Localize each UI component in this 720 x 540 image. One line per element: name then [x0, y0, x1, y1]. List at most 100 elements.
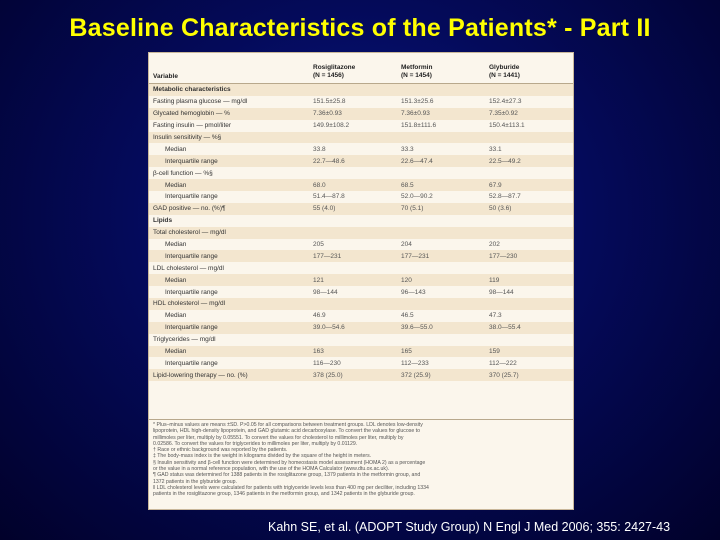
table-row: Interquartile range 116—230 112—233 112—222: [149, 357, 573, 369]
table-row: Interquartile range 22.7—48.6 22.6—47.4 22.…: [149, 155, 573, 168]
cell-glyburide: 7.35±0.92: [489, 110, 518, 118]
table-row: Interquartile range 177—231 177—231 177—230: [149, 250, 573, 263]
header-glyburide: Glyburide (N = 1441): [483, 53, 571, 83]
header-rosiglitazone: Rosiglitazone (N = 1456): [307, 53, 395, 83]
row-label: Interquartile range: [165, 252, 218, 260]
cell-glyburide: 22.5—49.2: [489, 157, 521, 165]
row-label: Median: [165, 276, 187, 284]
cell-rosiglitazone: 51.4—87.8: [313, 193, 345, 201]
cell-metformin: 22.6—47.4: [401, 157, 433, 165]
footnote-line: * Plus–minus values are means ±SD. P>0.0…: [153, 422, 423, 428]
row-label: Median: [165, 241, 187, 249]
baseline-characteristics-table: Variable Rosiglitazone (N = 1456) Metfor…: [148, 52, 574, 510]
table-row: Median 205 204 202: [149, 239, 573, 251]
row-label: Triglycerides — mg/dl: [153, 336, 216, 344]
cell-metformin: 39.6—55.0: [401, 324, 433, 332]
table-row: Median 68.0 68.5 67.9: [149, 179, 573, 192]
header-rosiglitazone-name: Rosiglitazone: [313, 64, 356, 71]
cell-metformin: 52.0—90.2: [401, 193, 433, 201]
cell-rosiglitazone: 55 (4.0): [313, 205, 336, 213]
cell-metformin: 7.36±0.93: [401, 110, 430, 118]
cell-metformin: 96—143: [401, 288, 426, 296]
row-label: Total cholesterol — mg/dl: [153, 229, 226, 237]
cell-metformin: 151.8±111.6: [401, 122, 437, 130]
table-row: Insulin sensitivity — %§: [149, 131, 573, 144]
cell-glyburide: 112—222: [489, 359, 517, 367]
header-rosiglitazone-n: (N = 1456): [313, 72, 344, 79]
table-row: Triglycerides — mg/dl: [149, 334, 573, 346]
cell-rosiglitazone: 68.0: [313, 181, 326, 189]
cell-rosiglitazone: 378 (25.0): [313, 371, 343, 379]
footnote-line: patients in the rosiglitazone group, 134…: [153, 491, 415, 498]
table-row: LDL cholesterol — mg/dl: [149, 262, 573, 274]
cell-glyburide: 50 (3.6): [489, 205, 512, 213]
header-variable: Variable: [153, 73, 178, 80]
table-row: Interquartile range 98—144 96—143 98—144: [149, 286, 573, 298]
footnote-line: § Insulin sensitivity and β-cell functio…: [153, 459, 426, 466]
row-label: Median: [165, 348, 187, 356]
cell-rosiglitazone: 121: [313, 276, 324, 284]
cell-rosiglitazone: 163: [313, 348, 324, 356]
cell-glyburide: 202: [489, 241, 500, 249]
cell-metformin: 33.3: [401, 145, 414, 153]
cell-glyburide: 370 (25.7): [489, 371, 519, 379]
cell-glyburide: 47.3: [489, 312, 502, 320]
cell-glyburide: 38.0—55.4: [489, 324, 521, 332]
table-row: GAD positive — no. (%)¶ 55 (4.0) 70 (5.1) 5…: [149, 202, 573, 215]
cell-metformin: 177—231: [401, 252, 430, 260]
table-row: Median 163 165 159: [149, 345, 573, 358]
row-label: Median: [165, 312, 187, 320]
cell-metformin: 68.5: [401, 181, 414, 189]
footnote-line: ‡ The body-mass index is the weight in k…: [153, 453, 372, 460]
table-row: HDL cholesterol — mg/dl: [149, 298, 573, 310]
cell-glyburide: 119: [489, 276, 500, 284]
cell-metformin: 70 (5.1): [401, 205, 424, 213]
cell-rosiglitazone: 7.36±0.93: [313, 110, 342, 118]
table-header: Variable Rosiglitazone (N = 1456) Metfor…: [149, 53, 573, 84]
cell-glyburide: 150.4±113.1: [489, 122, 525, 130]
cell-metformin: 120: [401, 276, 412, 284]
table-row: Fasting insulin — pmol/liter 149.9±108.2 1…: [149, 120, 573, 132]
row-label: Interquartile range: [165, 193, 218, 201]
cell-rosiglitazone: 205: [313, 241, 324, 249]
row-label: HDL cholesterol — mg/dl: [153, 300, 226, 308]
cell-rosiglitazone: 33.8: [313, 145, 326, 153]
cell-rosiglitazone: 177—231: [313, 252, 342, 260]
row-label: β-cell function — %§: [153, 169, 213, 177]
cell-glyburide: 177—230: [489, 252, 518, 260]
row-label: Median: [165, 181, 187, 189]
cell-glyburide: 159: [489, 348, 500, 356]
row-label: Interquartile range: [165, 157, 218, 165]
cell-metformin: 204: [401, 241, 412, 249]
cell-rosiglitazone: 149.9±108.2: [313, 122, 350, 130]
row-label: Glycated hemoglobin — %: [153, 110, 230, 118]
cell-metformin: 372 (25.9): [401, 371, 431, 379]
header-metformin-name: Metformin: [401, 64, 433, 71]
cell-rosiglitazone: 39.0—54.6: [313, 324, 345, 332]
row-label: GAD positive — no. (%)¶: [153, 205, 226, 213]
footnote-line: † Race or ethnic background was reported…: [153, 447, 288, 454]
cell-glyburide: 67.9: [489, 181, 502, 189]
table-row: Metabolic characteristics: [149, 84, 573, 96]
cell-rosiglitazone: 46.9: [313, 312, 326, 320]
header-metformin: Metformin (N = 1454): [395, 53, 483, 83]
cell-rosiglitazone: 151.5±25.8: [313, 98, 346, 106]
cell-metformin: 46.5: [401, 312, 414, 320]
footnote-line: millimoles per liter, multiply by 0.0555…: [153, 434, 404, 441]
table-row: Median 121 120 119: [149, 274, 573, 287]
header-glyburide-name: Glyburide: [489, 64, 520, 71]
cell-glyburide: 33.1: [489, 145, 502, 153]
table-row: Glycated hemoglobin — % 7.36±0.93 7.36±0.9…: [149, 107, 573, 120]
table-row: Interquartile range 51.4—87.8 52.0—90.2 52.…: [149, 191, 573, 203]
citation: Kahn SE, et al. (ADOPT Study Group) N En…: [268, 520, 671, 534]
table-row: Lipids: [149, 215, 573, 227]
footnote-line: lipoprotein, HDL high-density lipoprotei…: [153, 428, 421, 435]
cell-glyburide: 52.8—87.7: [489, 193, 521, 201]
row-label: Metabolic characteristics: [153, 86, 231, 94]
row-label: Insulin sensitivity — %§: [153, 134, 222, 141]
footnote-line: ¶ GAD status was determined for 1388 pat…: [153, 472, 421, 479]
cell-glyburide: 98—144: [489, 288, 514, 296]
row-label: Lipid-lowering therapy — no. (%): [153, 371, 248, 379]
footnote-line: 0.02586. To convert the values for trigl…: [153, 440, 358, 447]
header-metformin-n: (N = 1454): [401, 72, 432, 79]
